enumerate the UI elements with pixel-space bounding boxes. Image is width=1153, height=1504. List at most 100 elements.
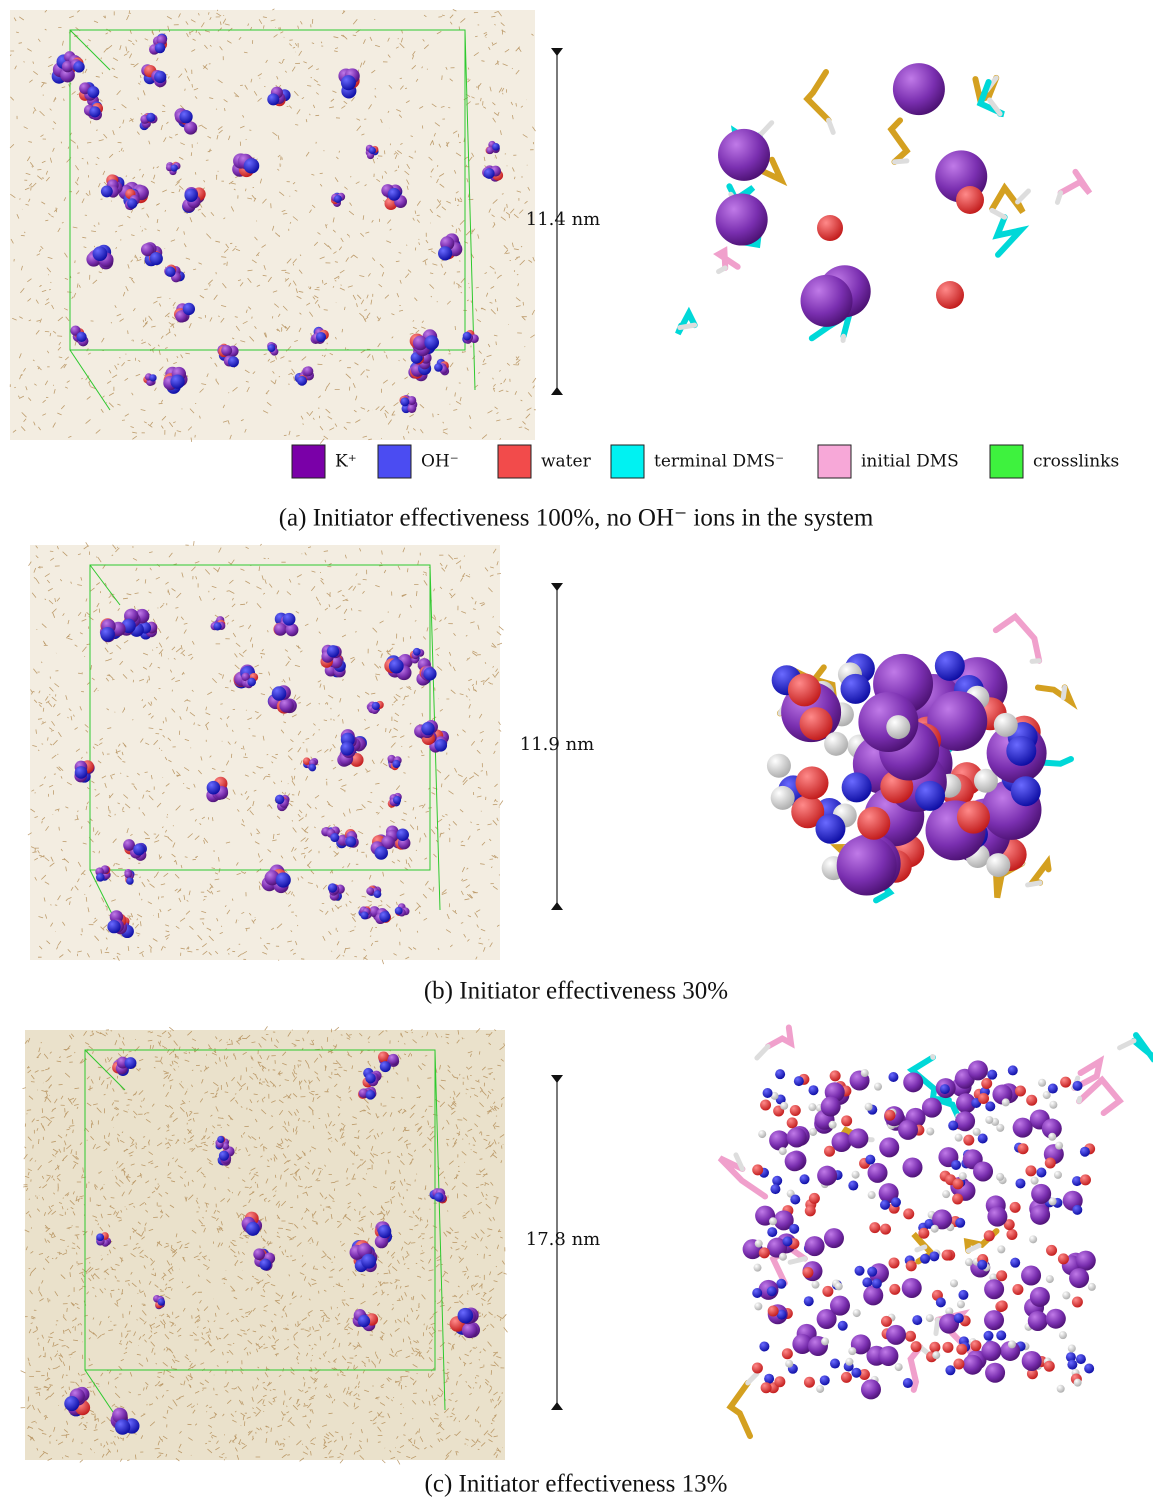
- ion-cluster: [434, 363, 443, 372]
- stick: [895, 161, 907, 162]
- oxygen: [957, 801, 990, 834]
- hydroxide: [951, 1160, 961, 1170]
- hydroxide: [1010, 1258, 1020, 1268]
- stick: [748, 1374, 757, 1383]
- ion-cluster: [279, 698, 294, 713]
- stick: [936, 1320, 938, 1334]
- hydrogen: [812, 1281, 820, 1289]
- stick: [680, 325, 695, 327]
- oxygen: [997, 1300, 1008, 1311]
- hydroxide: [804, 1296, 814, 1306]
- ion-cluster: [380, 1061, 391, 1072]
- ion-cluster: [396, 829, 409, 842]
- ion-cluster: [133, 844, 145, 856]
- stick: [891, 120, 906, 162]
- ion-cluster: [228, 356, 239, 367]
- hydroxide: [1072, 1205, 1082, 1215]
- oxygen: [768, 1305, 779, 1316]
- hydroxide: [767, 1286, 777, 1296]
- hydroxide: [1084, 1363, 1094, 1373]
- hydrogen: [926, 1314, 934, 1322]
- oxygen: [788, 673, 821, 706]
- oxygen: [1080, 1174, 1091, 1185]
- oxygen: [804, 1377, 815, 1388]
- ion-cluster: [361, 1254, 376, 1269]
- hydrogen: [861, 1069, 869, 1077]
- legend-label: crosslinks: [1033, 452, 1119, 472]
- hydrogen: [1088, 1283, 1096, 1291]
- k-ion: [785, 1151, 805, 1171]
- hydrogen: [942, 1190, 950, 1198]
- caption: (a) Initiator effectiveness 100%, no OH⁻…: [279, 505, 874, 532]
- ion-cluster: [165, 267, 175, 277]
- hydroxide: [915, 781, 945, 811]
- k-ion: [955, 1111, 975, 1131]
- hydroxide: [789, 1224, 799, 1234]
- ion-cluster: [276, 872, 291, 887]
- ion-cluster: [93, 246, 108, 261]
- ion-cluster: [275, 795, 284, 804]
- k-ion: [1028, 1311, 1048, 1331]
- hydroxide: [1015, 1178, 1025, 1188]
- k-ion: [903, 1072, 923, 1092]
- hydroxide: [935, 651, 965, 681]
- scale-label: 11.9 nm: [520, 734, 594, 755]
- stick: [760, 123, 772, 136]
- ion-cluster: [267, 93, 279, 105]
- oxygen: [984, 1230, 995, 1241]
- oxygen: [978, 1093, 989, 1104]
- ion-cluster: [413, 648, 421, 656]
- stick: [1028, 883, 1041, 885]
- ion-cluster: [150, 252, 163, 265]
- hydrogen: [895, 1363, 903, 1371]
- oxygen: [952, 1193, 963, 1204]
- hydroxide: [838, 1321, 848, 1331]
- ion-cluster: [345, 836, 356, 847]
- stick: [1079, 1098, 1080, 1101]
- stick: [757, 1046, 768, 1058]
- oxygen: [956, 186, 984, 214]
- legend-label: terminal DMS⁻: [654, 452, 784, 472]
- hydrogen: [868, 1191, 876, 1199]
- k-ion: [716, 194, 768, 246]
- hydrogen: [829, 1121, 837, 1129]
- hydroxide: [954, 1313, 964, 1323]
- oxygen: [929, 1342, 940, 1353]
- hydrogen: [754, 1302, 762, 1310]
- k-ion: [837, 835, 897, 895]
- k-ion: [984, 1279, 1004, 1299]
- hydrogen: [1048, 1133, 1056, 1141]
- hydroxide: [842, 772, 872, 802]
- ion-cluster: [423, 667, 436, 680]
- oxygen: [1006, 1229, 1017, 1240]
- hydrogen: [755, 1240, 763, 1248]
- ion-cluster: [125, 1057, 137, 1069]
- stick: [1057, 193, 1060, 203]
- hydrogen: [985, 1116, 993, 1124]
- legend-label: K⁺: [335, 452, 357, 472]
- ion-cluster: [458, 1308, 474, 1324]
- hydroxide: [1048, 1084, 1058, 1094]
- ion-cluster: [492, 143, 500, 151]
- k-ion: [987, 1207, 1007, 1227]
- k-ion: [898, 1120, 918, 1140]
- hydrogen: [1049, 1101, 1057, 1109]
- k-ion: [830, 1296, 850, 1316]
- oxygen: [824, 1146, 835, 1157]
- hydroxide: [820, 1375, 830, 1385]
- hydrogen: [955, 1134, 963, 1142]
- legend-label: OH⁻: [421, 452, 459, 472]
- ion-cluster: [267, 344, 275, 352]
- k-ion: [821, 1097, 841, 1117]
- oxygen: [906, 1260, 917, 1271]
- hydrogen: [785, 1360, 793, 1368]
- hydrogen: [996, 1173, 1004, 1181]
- ion-cluster: [127, 198, 137, 208]
- stick: [992, 210, 1005, 217]
- ion-cluster: [341, 75, 356, 90]
- stick: [807, 72, 828, 120]
- oxygen: [790, 1105, 801, 1116]
- oxygen: [1045, 1158, 1056, 1169]
- ion-cluster: [213, 622, 221, 630]
- ion-cluster: [221, 345, 232, 356]
